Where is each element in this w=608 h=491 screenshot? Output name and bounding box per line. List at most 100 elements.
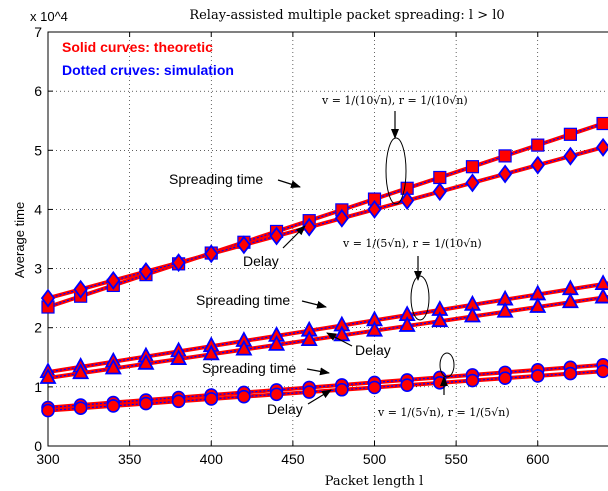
series-B-delay [39, 287, 608, 384]
data-point-diamond [400, 191, 415, 211]
series-line-simulation [47, 363, 608, 409]
series-line-simulation [47, 121, 608, 308]
data-point-circle [171, 394, 186, 409]
data-point-circle [400, 378, 414, 392]
x-axis-label: Packet length l [325, 474, 424, 489]
data-point-diamond [73, 279, 88, 299]
spreading-arrow-c [306, 367, 330, 376]
data-point-triangle [463, 306, 481, 323]
data-point-diamond [106, 270, 121, 290]
data-point-circle [563, 366, 578, 381]
data-point-circle [596, 364, 608, 379]
series-B-spreading [39, 274, 608, 378]
delay-label-b: Delay [355, 342, 391, 358]
series-line-simulation [47, 370, 608, 412]
y-tick-label: 6 [34, 83, 42, 99]
data-point-circle [335, 382, 349, 397]
data-point-triangle [398, 316, 416, 332]
param-label-c: v = 1/(5√n), r = 1/(5√n) [377, 406, 510, 419]
data-point-diamond [138, 262, 154, 282]
data-point-circle [530, 369, 545, 383]
data-point-diamond [40, 288, 56, 308]
data-point-triangle [268, 334, 286, 351]
data-point-triangle [561, 292, 579, 309]
data-point-circle [498, 371, 512, 386]
data-point-square [596, 116, 608, 131]
data-point-circle [139, 396, 153, 411]
x-tick-label: 600 [526, 451, 550, 467]
x-tick-label: 450 [281, 451, 305, 467]
data-point-diamond [302, 217, 317, 237]
delay-label-a: Delay [243, 253, 279, 269]
data-point-diamond [497, 164, 513, 184]
spreading-arrow-a [277, 179, 301, 189]
y-ticks: 0 1 2 3 4 5 6 7 [34, 24, 53, 454]
data-point-circle [269, 387, 284, 402]
delay-arrow-a [282, 225, 306, 249]
data-point-circle [302, 385, 317, 399]
data-point-triangle [72, 363, 90, 380]
param-label-a: v = 1/(10√n), r = 1/(10√n) [321, 94, 468, 107]
data-point-diamond [236, 235, 252, 255]
data-point-triangle [529, 297, 547, 313]
y-tick-label: 3 [34, 261, 42, 277]
param-ellipse-a [385, 137, 407, 205]
data-point-diamond [432, 182, 447, 202]
data-point-diamond [465, 173, 480, 193]
data-point-diamond [367, 199, 382, 219]
delay-arrow-c [307, 389, 332, 405]
y-tick-label: 5 [34, 142, 42, 158]
data-point-triangle [431, 311, 449, 328]
data-point-diamond [171, 253, 186, 273]
y-tick-label: 1 [34, 379, 42, 395]
data-point-circle [106, 399, 121, 413]
data-point-diamond [204, 244, 219, 264]
x-tick-label: 350 [118, 451, 142, 467]
param-ellipse-c [439, 352, 455, 378]
spreading-label-c: Spreading time [202, 360, 296, 376]
legend-simulation: Dotted cruves: simulation [62, 62, 234, 78]
data-point-triangle [39, 368, 57, 384]
data-point-circle [41, 403, 55, 418]
y-tick-label: 4 [34, 201, 42, 217]
spreading-arrow-b [301, 300, 327, 309]
param-label-b: v = 1/(5√n), r = 1/(10√n) [342, 237, 482, 250]
series-group [39, 116, 608, 418]
x-tick-label: 550 [444, 451, 468, 467]
data-point-triangle [300, 330, 318, 347]
data-point-diamond [530, 155, 545, 175]
x-ticks: 300350400450500550600650700 [36, 32, 608, 467]
data-point-square [563, 127, 578, 141]
spreading-label-b: Spreading time [196, 292, 290, 308]
data-point-triangle [594, 287, 608, 304]
data-point-diamond [595, 137, 608, 157]
data-point-triangle [137, 353, 155, 370]
param-ellipse-b [410, 275, 430, 321]
y-axis-label: Average time [12, 202, 27, 278]
legend-theory: Solid curves: theoretic [62, 39, 213, 55]
delay-arrow-b [326, 332, 353, 347]
series-A-delay [40, 137, 608, 308]
data-point-square [531, 138, 545, 152]
chart-title: Relay-assisted multiple packet spreading… [189, 8, 504, 23]
x-tick-label: 500 [363, 451, 387, 467]
data-point-triangle [235, 339, 253, 356]
data-point-diamond [563, 146, 578, 166]
y-multiplier-label: x 10^4 [30, 9, 68, 24]
x-tick-label: 300 [36, 451, 60, 467]
data-point-circle [204, 392, 219, 406]
data-point-triangle [170, 349, 188, 365]
spreading-label-a: Spreading time [169, 171, 263, 187]
data-point-circle [367, 380, 382, 395]
data-point-triangle [202, 344, 220, 361]
data-point-square [498, 149, 512, 163]
y-tick-label: 7 [34, 24, 42, 40]
data-point-triangle [365, 320, 384, 337]
y-tick-label: 0 [34, 438, 42, 454]
delay-label-c: Delay [267, 401, 303, 417]
series-line-simulation [47, 145, 608, 299]
data-point-circle [73, 401, 88, 416]
y-tick-label: 2 [34, 320, 42, 336]
data-point-circle [465, 373, 480, 388]
